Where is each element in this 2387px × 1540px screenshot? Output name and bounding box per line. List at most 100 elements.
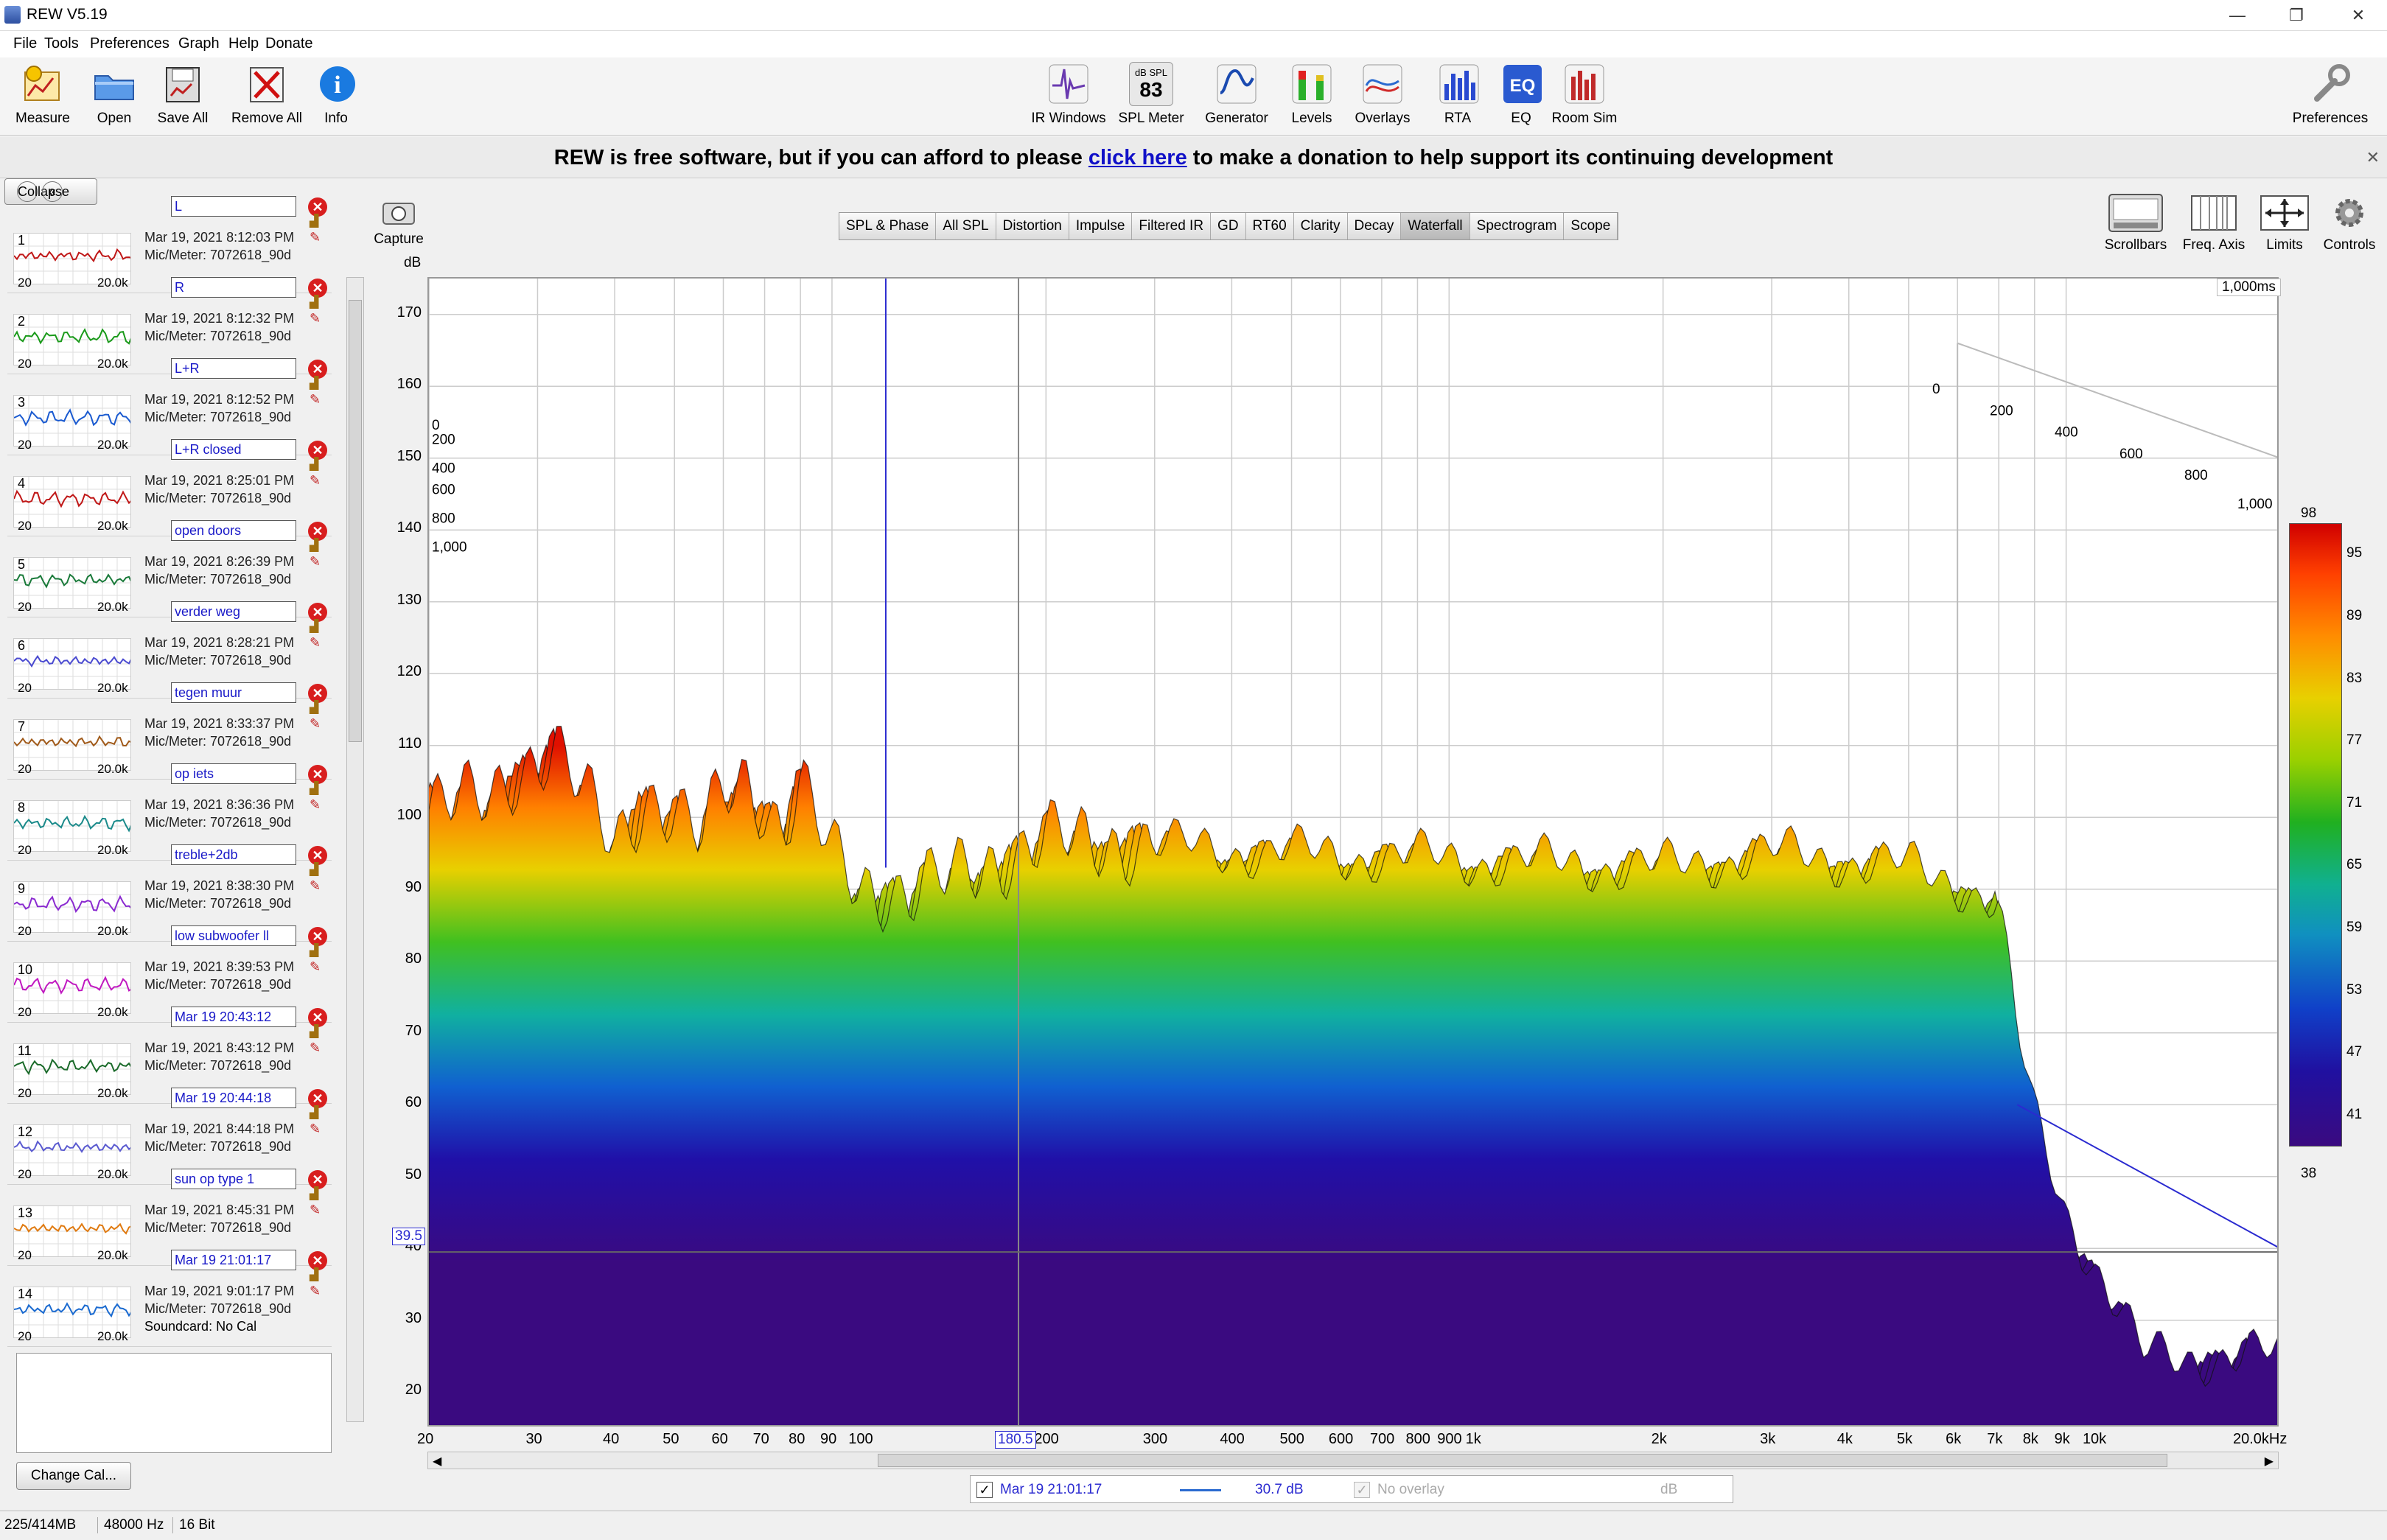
measurement-row[interactable]: L+R closed ✕ 4 20 20.0k Mar 19, 2021 8:25:01 … [7,439,332,536]
measurement-thumbnail[interactable] [13,314,131,365]
measurement-row[interactable]: Mar 19 20:43:12 ✕ 11 20 20.0k Mar 19, 2021 8:… [7,1007,332,1104]
measurement-info-icon[interactable]: ▟ [310,377,319,390]
eq-button[interactable]: EQ EQ [1500,62,1542,127]
save-all-button[interactable]: Save All [152,62,214,127]
generator-button[interactable]: Generator [1200,62,1273,127]
measurement-row[interactable]: R ✕ 2 20 20.0k Mar 19, 2021 8:12:32 PM Mic/Met… [7,277,332,374]
measurement-name-input[interactable]: L [171,196,296,217]
edit-pen-icon[interactable]: ✎ [310,1203,321,1217]
tab-spl-phase[interactable]: SPL & Phase [839,213,937,239]
measurement-name-input[interactable]: R [171,277,296,298]
measurement-row[interactable]: Mar 19 20:44:18 ✕ 12 20 20.0k Mar 19, 2021 8:… [7,1088,332,1185]
measurement-info-icon[interactable]: ▟ [310,296,319,309]
measurement-row[interactable]: sun op type 1 ✕ 13 20 20.0k Mar 19, 2021 8:45… [7,1169,332,1266]
measurement-info-icon[interactable]: ▟ [310,1107,319,1119]
measurement-row[interactable]: treble+2db ✕ 9 20 20.0k Mar 19, 2021 8:38:30 … [7,844,332,942]
levels-button[interactable]: Levels [1285,62,1338,127]
collapse-button[interactable]: Collapse« [4,178,97,205]
edit-pen-icon[interactable]: ✎ [310,1121,321,1136]
tab-decay[interactable]: Decay [1347,213,1402,239]
measurement-name-input[interactable]: low subwoofer ll [171,925,296,946]
banner-close-icon[interactable]: ✕ [2366,148,2380,167]
measurement-thumbnail[interactable] [13,1124,131,1176]
notes-area[interactable] [16,1353,332,1453]
menu-graph[interactable]: Graph [178,35,220,52]
measurement-info-icon[interactable]: ▟ [310,783,319,795]
tab-clarity[interactable]: Clarity [1293,213,1348,239]
tab-spectrogram[interactable]: Spectrogram [1469,213,1565,239]
info-button[interactable]: i Info [315,62,357,127]
measurement-info-icon[interactable]: ▟ [310,701,319,714]
measurement-row[interactable]: Mar 19 21:01:17 ✕ 14 20 20.0k Mar 19, 2021 9:… [7,1250,332,1347]
measurement-thumbnail[interactable] [13,881,131,933]
measurement-row[interactable]: open doors ✕ 5 20 20.0k Mar 19, 2021 8:26:39 … [7,520,332,617]
measurement-thumbnail[interactable] [13,1205,131,1257]
edit-pen-icon[interactable]: ✎ [310,554,321,569]
delete-measurement-icon[interactable]: ✕ [308,1170,327,1189]
measurement-row[interactable]: op iets ✕ 8 20 20.0k Mar 19, 2021 8:36:36 PM M… [7,763,332,861]
measurement-thumbnail[interactable] [13,638,131,690]
measurement-thumbnail[interactable] [13,800,131,852]
delete-measurement-icon[interactable]: ✕ [308,927,327,946]
menu-preferences[interactable]: Preferences [90,35,169,52]
measurement-name-input[interactable]: Mar 19 20:43:12 [171,1007,296,1027]
edit-pen-icon[interactable]: ✎ [310,392,321,407]
minimize-button[interactable]: — [2229,6,2246,24]
edit-pen-icon[interactable]: ✎ [310,230,321,245]
limits-button[interactable]: Limits [2258,193,2311,253]
edit-pen-icon[interactable]: ✎ [310,1284,321,1298]
scrollbar-thumb[interactable] [349,300,362,742]
menu-tools[interactable]: Tools [44,35,79,52]
tab-rt60[interactable]: RT60 [1245,213,1294,239]
freq-axis-button[interactable]: Freq. Axis [2177,193,2251,253]
overlays-button[interactable]: Overlays [1349,62,1416,127]
delete-measurement-icon[interactable]: ✕ [308,603,327,622]
menu-help[interactable]: Help [228,35,259,52]
measurement-thumbnail[interactable] [13,395,131,447]
delete-measurement-icon[interactable]: ✕ [308,441,327,460]
measurement-info-icon[interactable]: ▟ [310,1188,319,1200]
tab-distortion[interactable]: Distortion [996,213,1069,239]
measurement-row[interactable]: L+R ✕ 3 20 20.0k Mar 19, 2021 8:12:52 PM Mic/M… [7,358,332,455]
spl-meter-button[interactable]: dB SPL 83 SPL Meter [1114,62,1188,127]
delete-measurement-icon[interactable]: ✕ [308,522,327,541]
measurement-name-input[interactable]: Mar 19 20:44:18 [171,1088,296,1108]
edit-pen-icon[interactable]: ✎ [310,473,321,488]
measurement-info-icon[interactable]: ▟ [310,620,319,633]
rta-button[interactable]: RTA [1437,62,1479,127]
delete-measurement-icon[interactable]: ✕ [308,684,327,703]
controls-button[interactable]: Controls [2320,193,2379,253]
waterfall-plot[interactable]: 0 200 400 600 800 1,000 0 200 400 600 800 1,000 [427,277,2279,1427]
measurement-name-input[interactable]: verder weg [171,601,296,622]
tab-filtered-ir[interactable]: Filtered IR [1132,213,1212,239]
close-button[interactable]: ✕ [2351,6,2366,24]
measurement-name-input[interactable]: tegen muur [171,682,296,703]
tab-gd[interactable]: GD [1211,213,1246,239]
horizontal-scrollbar[interactable]: ◀ ▶ [427,1452,2279,1469]
measurement-thumbnail[interactable] [13,962,131,1014]
measurement-name-input[interactable]: L+R closed [171,439,296,460]
open-button[interactable]: Open [87,62,141,127]
restore-button[interactable]: ❐ [2289,6,2304,24]
measurement-name-input[interactable]: open doors [171,520,296,541]
overlay-checkbox[interactable]: ✓ [1354,1482,1370,1498]
menu-donate[interactable]: Donate [265,35,313,52]
measurement-info-icon[interactable]: ▟ [310,215,319,228]
measurement-info-icon[interactable]: ▟ [310,458,319,471]
change-cal-button[interactable]: Change Cal... [16,1462,131,1490]
edit-pen-icon[interactable]: ✎ [310,959,321,974]
menu-file[interactable]: File [13,35,38,52]
legend-checkbox[interactable]: ✓ [976,1482,993,1498]
edit-pen-icon[interactable]: ✎ [310,1040,321,1055]
delete-measurement-icon[interactable]: ✕ [308,1008,327,1027]
measurement-row[interactable]: verder weg ✕ 6 20 20.0k Mar 19, 2021 8:28:21 … [7,601,332,699]
delete-measurement-icon[interactable]: ✕ [308,360,327,379]
measurement-info-icon[interactable]: ▟ [310,1026,319,1038]
measurement-info-icon[interactable]: ▟ [310,945,319,957]
delete-measurement-icon[interactable]: ✕ [308,1089,327,1108]
measurement-info-icon[interactable]: ▟ [310,1269,319,1281]
ir-windows-button[interactable]: IR Windows [1027,62,1110,127]
edit-pen-icon[interactable]: ✎ [310,878,321,893]
edit-pen-icon[interactable]: ✎ [310,311,321,326]
measurement-info-icon[interactable]: ▟ [310,539,319,552]
